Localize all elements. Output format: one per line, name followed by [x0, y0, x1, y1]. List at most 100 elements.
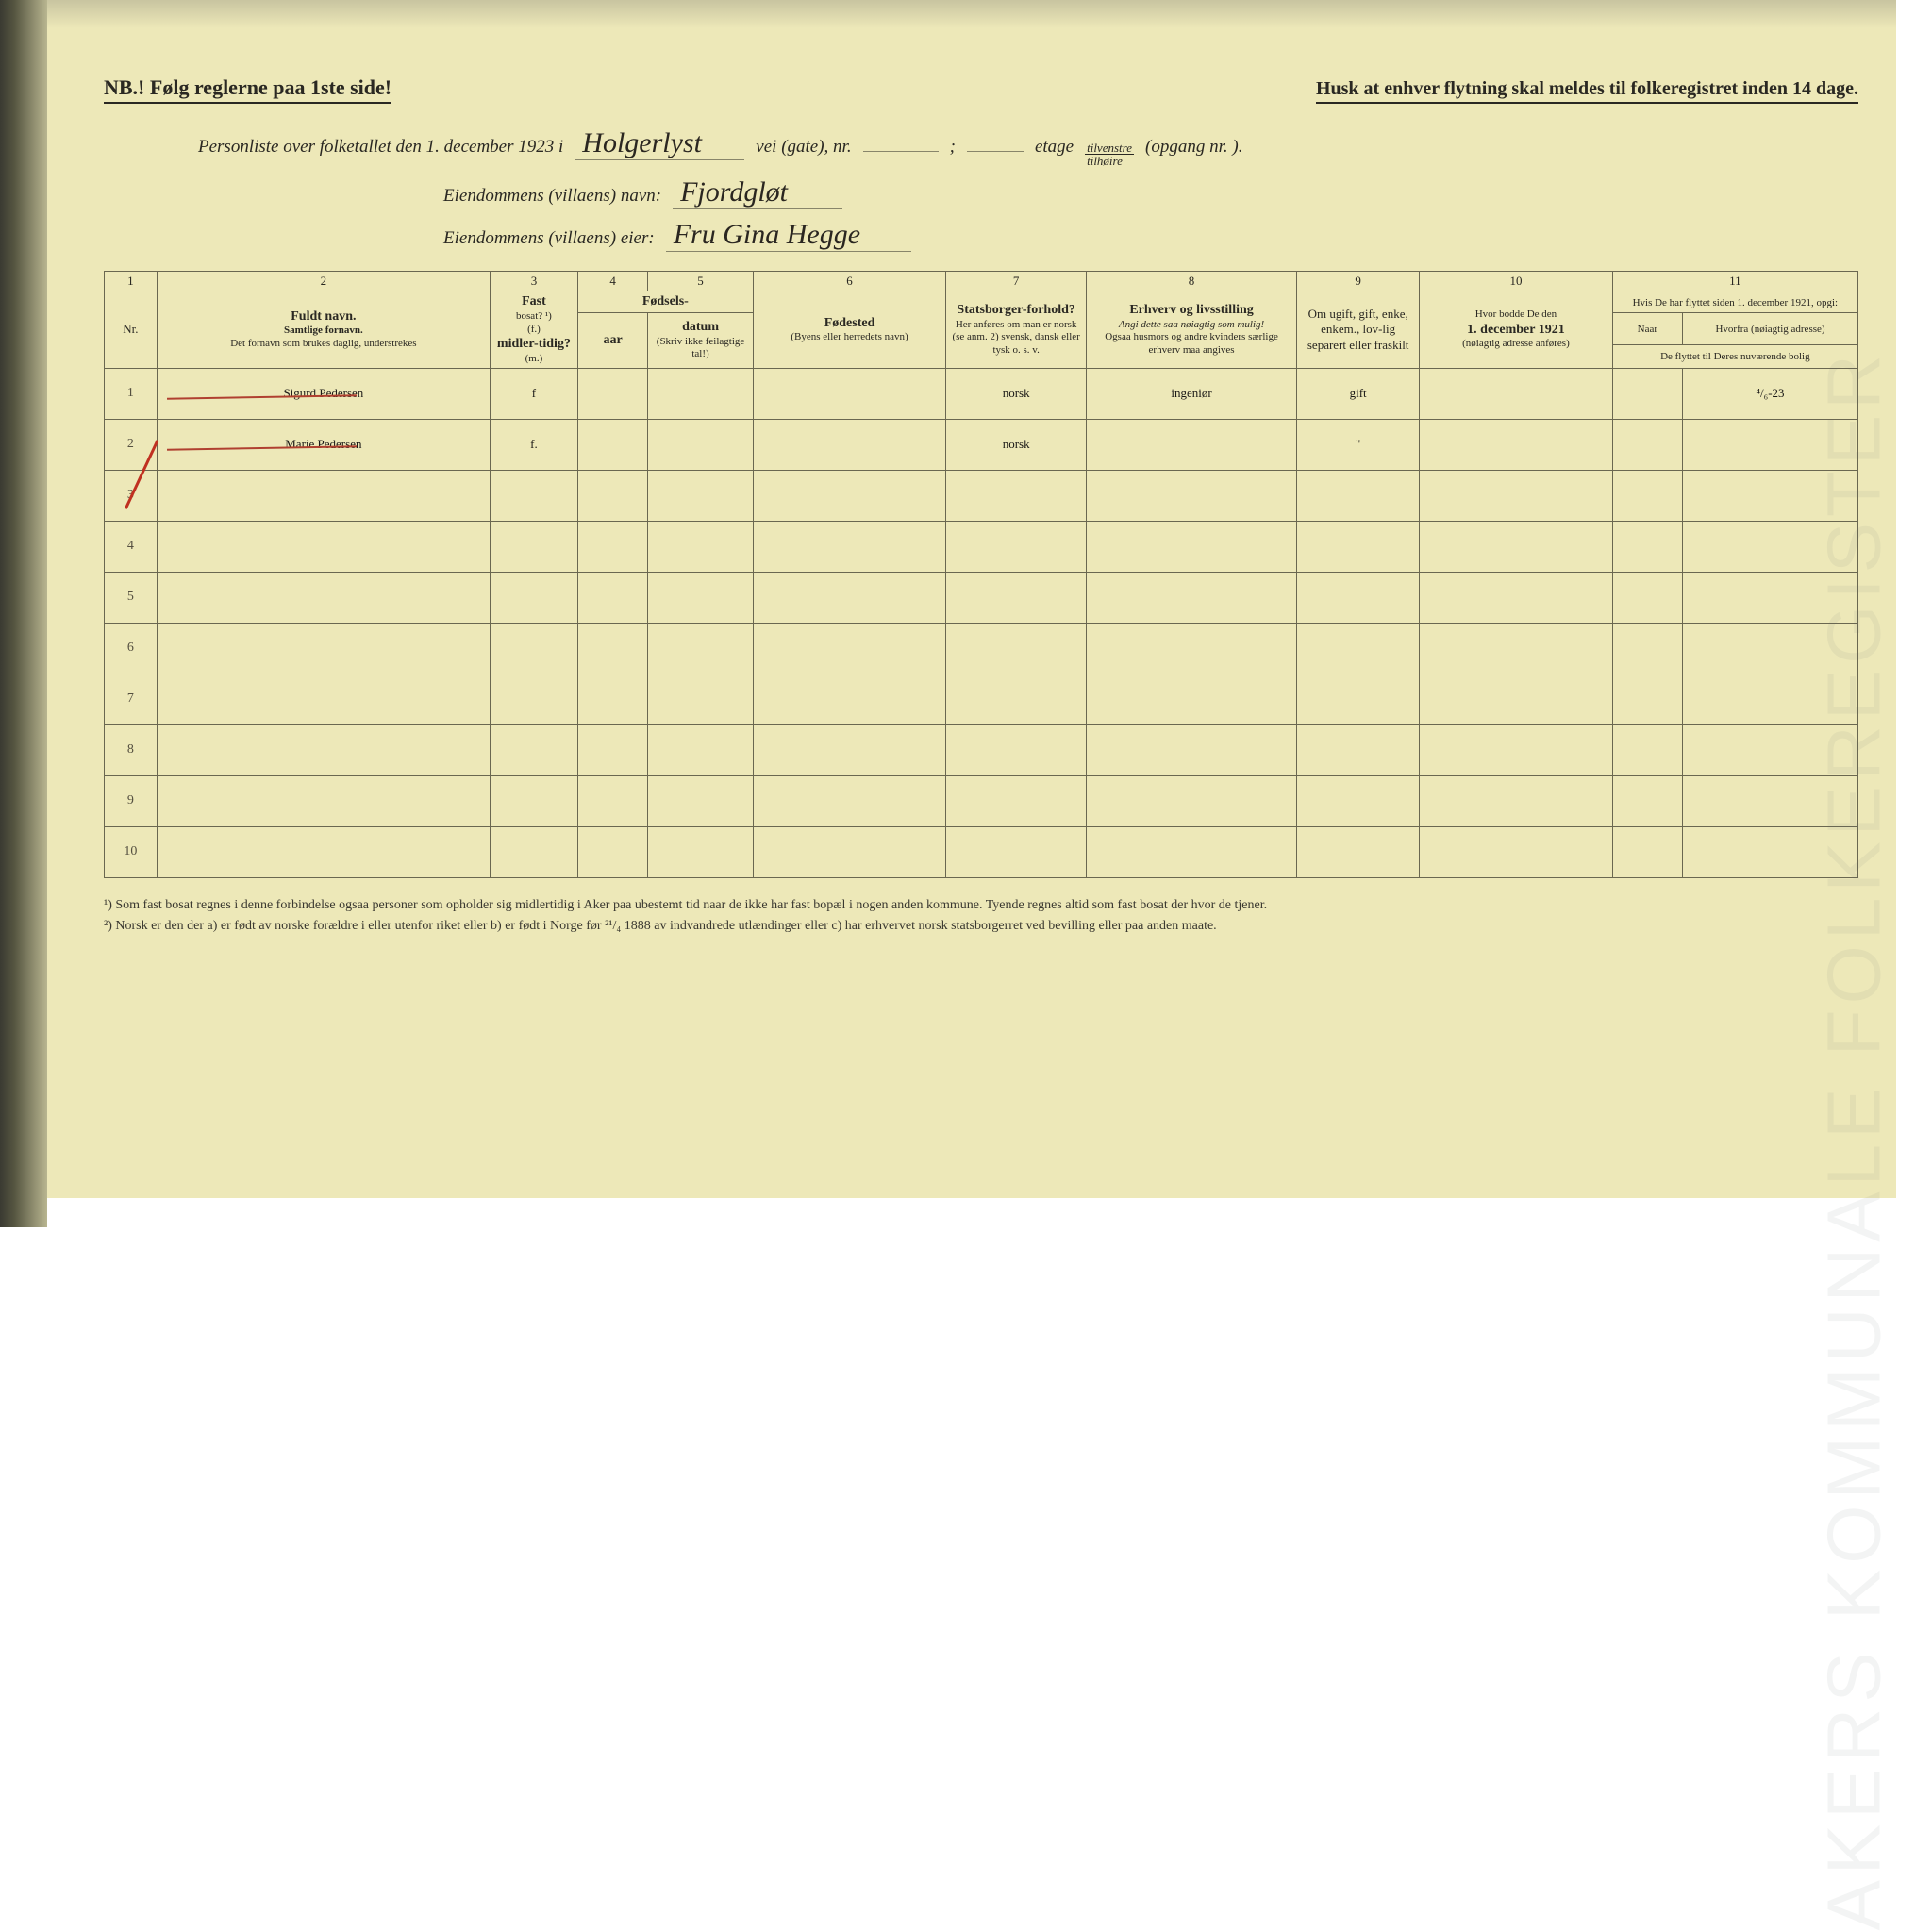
cell-sivil	[1297, 521, 1420, 572]
hdr-naar: Naar	[1612, 312, 1682, 344]
table-row: 6	[105, 623, 1858, 674]
cell-stats	[946, 470, 1087, 521]
hdr-stats-s: Her anføres om man er norsk (se anm. 2) …	[950, 319, 1082, 358]
cell-fodested	[753, 521, 945, 572]
census-table: 1 2 3 4 5 6 7 8 9 10 11 Nr. Fuldt navn. …	[104, 271, 1858, 878]
footnote-1: ¹) Som fast bosat regnes i denne forbind…	[104, 895, 1858, 916]
cell-datum	[648, 724, 754, 775]
cell-aar	[577, 419, 647, 470]
cell-hvorfra	[1683, 674, 1858, 724]
cell-rownum: 9	[105, 775, 158, 826]
table-body: 1Sigurd Pedersenfnorskingeniørgift⁴/₆-23…	[105, 368, 1858, 877]
table-row: 10	[105, 826, 1858, 877]
cell-erhverv	[1087, 521, 1297, 572]
cell-naar	[1612, 826, 1682, 877]
title-line-3: Eiendommens (villaens) eier: Fru Gina He…	[443, 219, 1858, 252]
cell-erhverv	[1087, 572, 1297, 623]
hdr-bodde-c: (nøiagtig adresse anføres)	[1424, 338, 1607, 351]
cell-erhverv	[1087, 775, 1297, 826]
cell-bodde	[1420, 470, 1612, 521]
cell-bodde	[1420, 572, 1612, 623]
cell-sivil: gift	[1297, 368, 1420, 419]
cell-aar	[577, 674, 647, 724]
table-row: 1Sigurd Pedersenfnorskingeniørgift⁴/₆-23	[105, 368, 1858, 419]
cell-name	[157, 470, 490, 521]
hdr-fast: Fast bosat? ¹) (f.) midler-tidig? (m.)	[490, 291, 577, 368]
hdr-fodsels: Fødsels-	[577, 291, 753, 313]
cell-rownum: 1	[105, 368, 158, 419]
cell-sivil	[1297, 775, 1420, 826]
hdr-fast-s3: midler-tidig?	[494, 336, 574, 353]
cell-rownum: 7	[105, 674, 158, 724]
cell-fodested	[753, 724, 945, 775]
cell-naar	[1612, 775, 1682, 826]
hdr-name-main: Fuldt navn.	[161, 308, 486, 325]
cell-hvorfra	[1683, 724, 1858, 775]
cell-fast	[490, 775, 577, 826]
cell-erhverv	[1087, 724, 1297, 775]
cell-naar	[1612, 623, 1682, 674]
cell-fodested	[753, 826, 945, 877]
cell-stats: norsk	[946, 368, 1087, 419]
cell-fast: f.	[490, 419, 577, 470]
colnum-row: 1 2 3 4 5 6 7 8 9 10 11	[105, 272, 1858, 291]
cell-fodested	[753, 674, 945, 724]
cell-hvorfra	[1683, 775, 1858, 826]
title-3-hw-owner: Fru Gina Hegge	[666, 219, 911, 252]
cell-hvorfra	[1683, 826, 1858, 877]
cell-erhverv	[1087, 826, 1297, 877]
cell-hvorfra	[1683, 419, 1858, 470]
cell-fast	[490, 521, 577, 572]
cell-rownum: 2	[105, 419, 158, 470]
footnotes: ¹) Som fast bosat regnes i denne forbind…	[104, 895, 1858, 938]
footnote-2: ²) Norsk er den der a) er født av norske…	[104, 916, 1858, 937]
nb-notice: NB.! Følg reglerne paa 1ste side!	[104, 75, 391, 104]
cell-naar	[1612, 724, 1682, 775]
cell-aar	[577, 775, 647, 826]
cell-fodested	[753, 470, 945, 521]
title-2-hw-villa: Fjordgløt	[673, 176, 842, 209]
cell-naar	[1612, 521, 1682, 572]
table-row: 5	[105, 572, 1858, 623]
hdr-fast-main: Fast	[494, 293, 574, 310]
colnum-1: 1	[105, 272, 158, 291]
colnum-2: 2	[157, 272, 490, 291]
cell-aar	[577, 724, 647, 775]
cell-datum	[648, 419, 754, 470]
cell-datum	[648, 826, 754, 877]
cell-sivil	[1297, 826, 1420, 877]
cell-rownum: 4	[105, 521, 158, 572]
cell-fast	[490, 724, 577, 775]
cell-bodde	[1420, 775, 1612, 826]
cell-erhverv: ingeniør	[1087, 368, 1297, 419]
hdr-fast-s4: (m.)	[494, 353, 574, 366]
hdr-bodde-a: Hvor bodde De den	[1424, 308, 1607, 322]
title-2a: Eiendommens (villaens) navn:	[443, 186, 661, 207]
hdr-stats-m: Statsborger-forhold?	[950, 302, 1082, 319]
title-1c: ;	[950, 137, 956, 158]
cell-bodde	[1420, 521, 1612, 572]
cell-hvorfra	[1683, 623, 1858, 674]
hdr-erhverv-s2: Ogsaa husmors og andre kvinders særlige …	[1091, 331, 1292, 358]
cell-stats: norsk	[946, 419, 1087, 470]
colnum-9: 9	[1297, 272, 1420, 291]
title-1-hw-etage	[967, 151, 1024, 152]
cell-fast: f	[490, 368, 577, 419]
cell-fodested	[753, 368, 945, 419]
table-head: 1 2 3 4 5 6 7 8 9 10 11 Nr. Fuldt navn. …	[105, 272, 1858, 369]
title-1e: (opgang nr. ).	[1145, 137, 1242, 158]
cell-rownum: 3	[105, 470, 158, 521]
cell-erhverv	[1087, 674, 1297, 724]
cell-bodde	[1420, 368, 1612, 419]
title-1b: vei (gate), nr.	[756, 137, 851, 158]
table-row: 4	[105, 521, 1858, 572]
cell-aar	[577, 623, 647, 674]
cell-naar	[1612, 674, 1682, 724]
cell-stats	[946, 623, 1087, 674]
hdr-bodde-b: 1. december 1921	[1424, 322, 1607, 339]
fraction-top: tilvenstre	[1085, 141, 1134, 155]
hdr-erhverv-s1: Angi dette saa nøiagtig som mulig!	[1091, 319, 1292, 332]
cell-sivil	[1297, 572, 1420, 623]
hdr-fast-s2: (f.)	[494, 324, 574, 337]
cell-erhverv	[1087, 623, 1297, 674]
